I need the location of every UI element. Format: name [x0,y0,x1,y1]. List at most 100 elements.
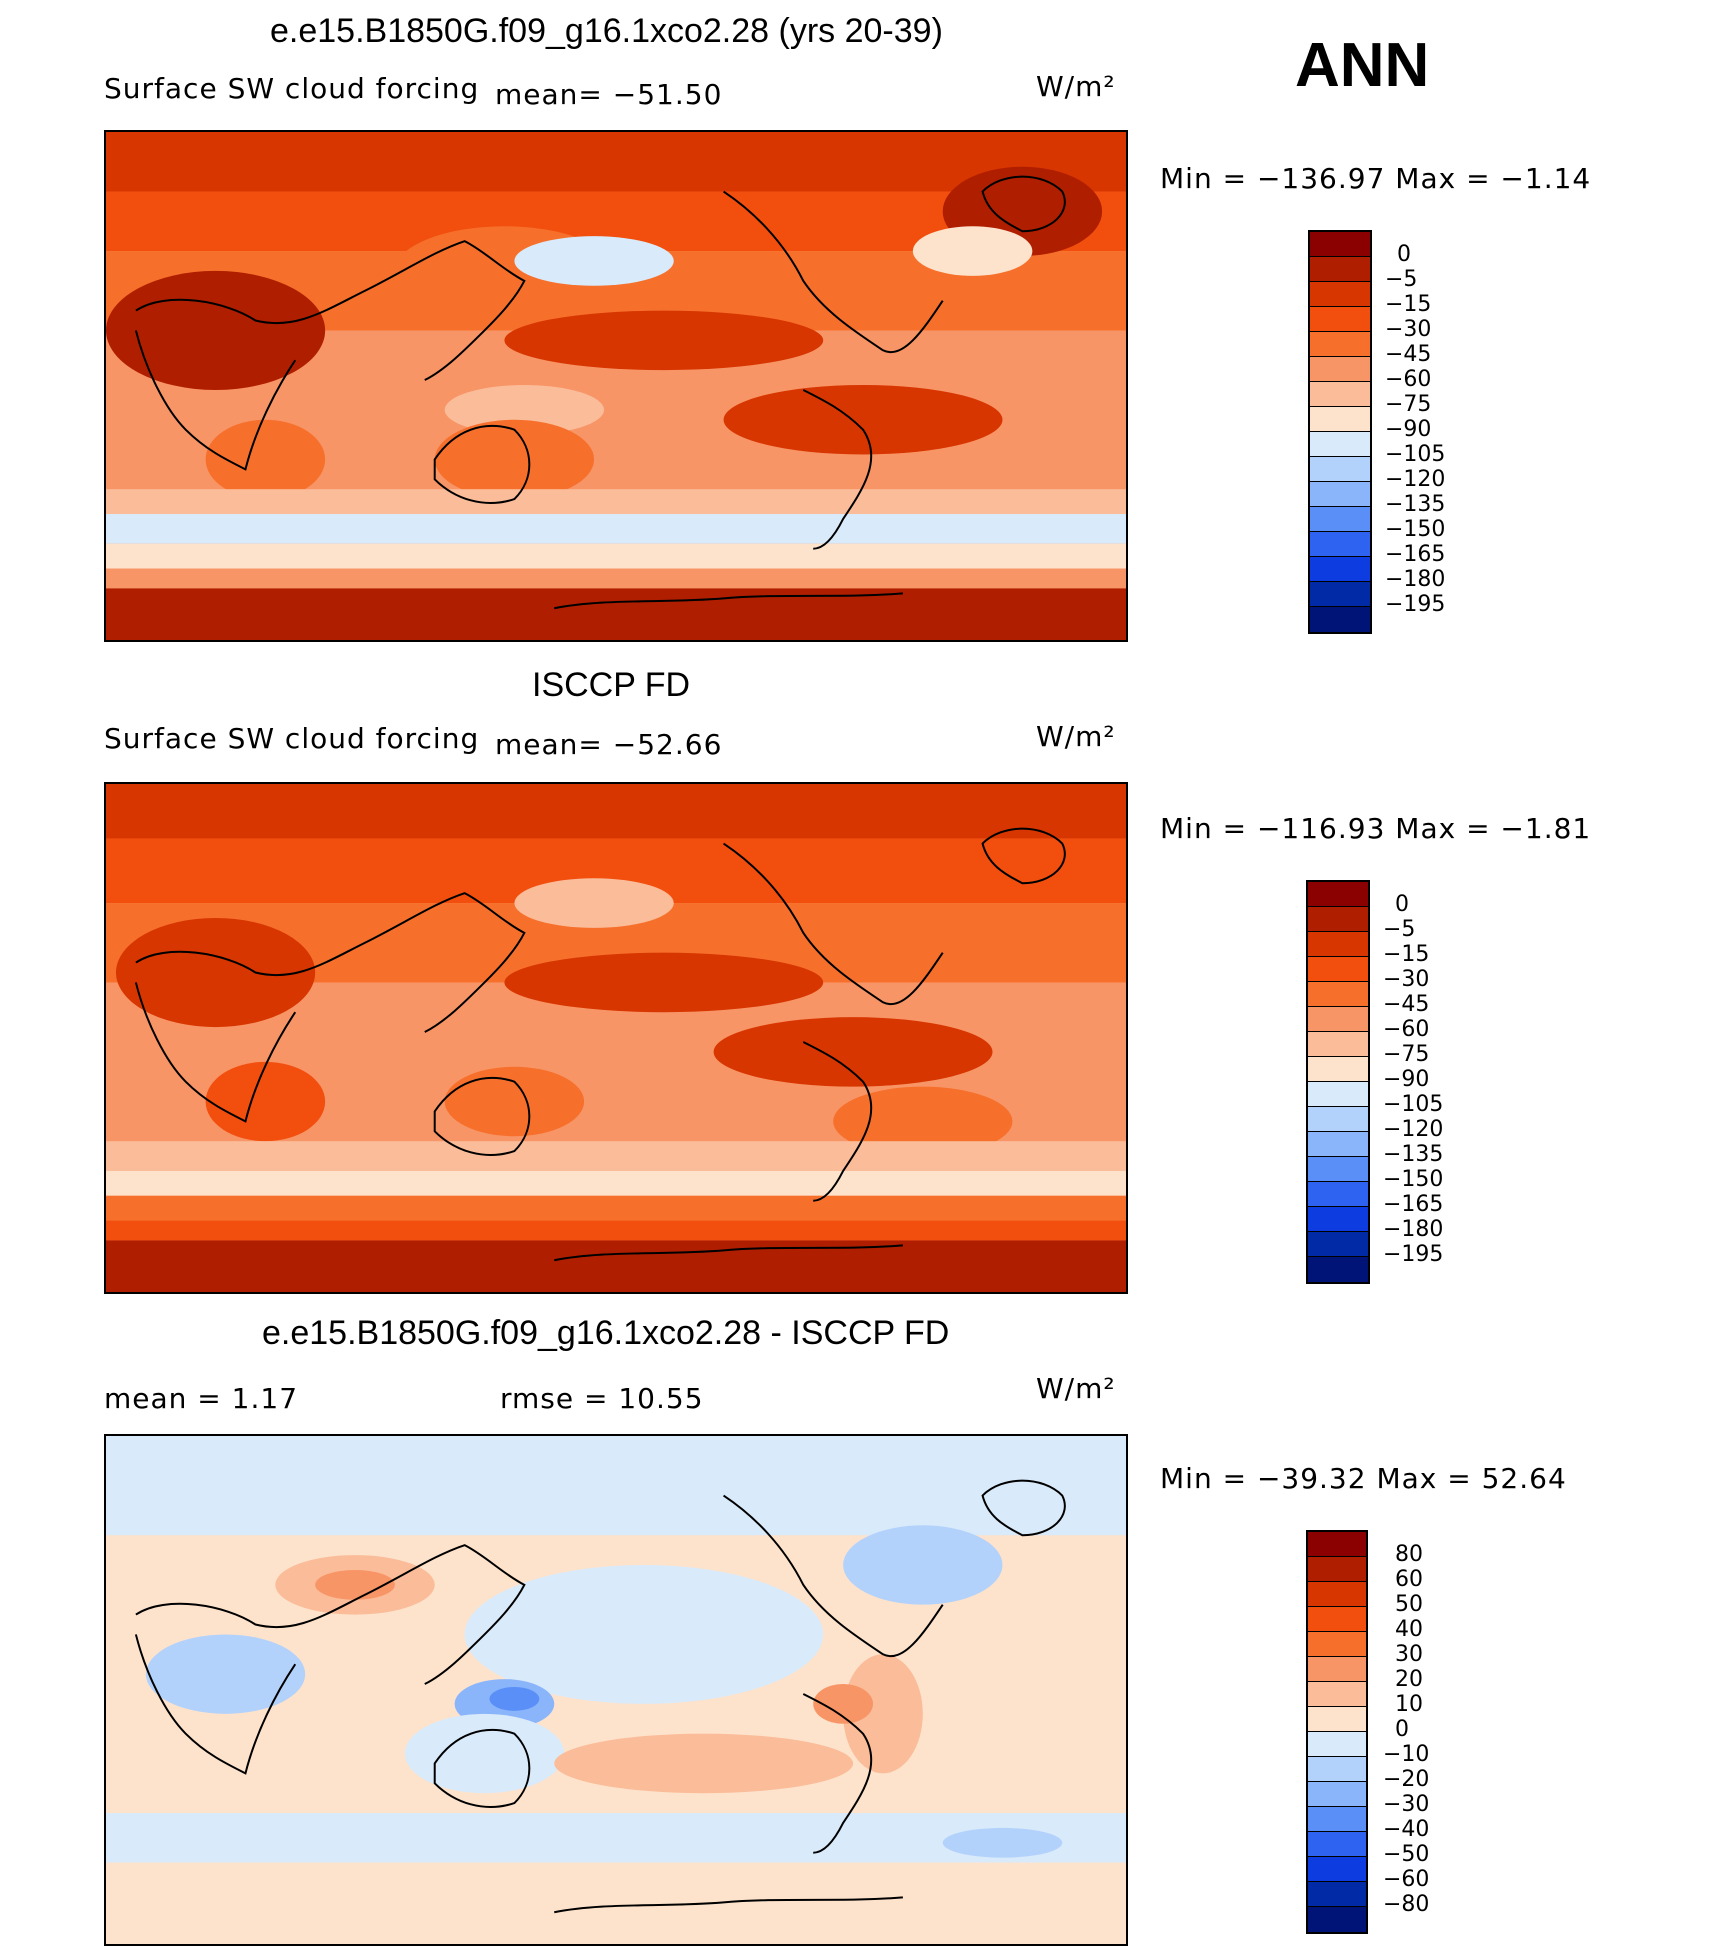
colorbar-cell [1310,607,1370,632]
colorbar-cell [1308,1157,1368,1182]
panel2-units: W/m² [1036,720,1116,753]
colorbar-tick-label: 20 [1395,1667,1423,1692]
colorbar-cell [1308,1582,1366,1607]
colorbar-tick-label: −165 [1383,1192,1444,1217]
panel3-rmse: rmse = 10.55 [500,1382,704,1415]
season-label: ANN [1295,31,1430,100]
panel1-title: e.e15.B1850G.f09_g16.1xco2.28 (yrs 20-39… [270,12,943,50]
colorbar-cell [1308,982,1368,1007]
colorbar-cell [1310,357,1370,382]
panel2-minmax: Min = −116.93 Max = −1.81 [1160,812,1592,845]
colorbar-tick-label: −30 [1383,1792,1430,1817]
colorbar-cell [1308,1782,1366,1807]
colorbar-tick-label: −75 [1385,392,1432,417]
colorbar-cell [1308,1107,1368,1132]
colorbar-cell [1308,1032,1368,1057]
colorbar-cell [1310,557,1370,582]
colorbar-tick-label: −120 [1383,1117,1444,1142]
colorbar-cell [1308,1707,1366,1732]
colorbar-tick-label: 0 [1397,242,1411,267]
colorbar-cell [1308,1657,1366,1682]
colorbar-tick-label: 50 [1395,1592,1423,1617]
colorbar-tick-label: −135 [1383,1142,1444,1167]
colorbar-tick-label: −195 [1383,1242,1444,1267]
panel1-variable: Surface SW cloud forcing [104,72,480,105]
panel3-minmax: Min = −39.32 Max = 52.64 [1160,1462,1567,1495]
colorbar-tick-label: 10 [1395,1692,1423,1717]
panel3-mean: mean = 1.17 [104,1382,299,1415]
colorbar-cell [1308,1232,1368,1257]
colorbar-cell [1310,457,1370,482]
panel2-mean: mean= −52.66 [495,728,723,761]
colorbar-tick-label: −60 [1383,1017,1430,1042]
colorbar-cell [1310,432,1370,457]
colorbar-tick-label: 40 [1395,1617,1423,1642]
colorbar-tick-label: −180 [1383,1217,1444,1242]
colorbar-cell [1308,1857,1366,1882]
colorbar-cell [1308,1082,1368,1107]
colorbar-tick-label: −165 [1385,542,1446,567]
colorbar-tick-label: −45 [1385,342,1432,367]
colorbar-cell [1310,257,1370,282]
colorbar-tick-label: −75 [1383,1042,1430,1067]
colorbar-tick-label: 60 [1395,1567,1423,1592]
colorbar-tick-label: −40 [1383,1817,1430,1842]
panel3-map [104,1434,1128,1946]
panel2-colorbar [1306,880,1370,1284]
colorbar-tick-label: −5 [1385,267,1418,292]
colorbar-cell [1308,957,1368,982]
colorbar-cell [1308,907,1368,932]
colorbar-cell [1308,1832,1366,1857]
colorbar-tick-label: −180 [1385,567,1446,592]
colorbar-cell [1310,307,1370,332]
colorbar-tick-label: −120 [1385,467,1446,492]
colorbar-tick-label: −60 [1383,1867,1430,1892]
colorbar-cell [1308,1532,1366,1557]
colorbar-cell [1308,1132,1368,1157]
panel1-mean: mean= −51.50 [495,78,723,111]
colorbar-cell [1310,582,1370,607]
colorbar-cell [1308,932,1368,957]
colorbar-tick-label: −50 [1383,1842,1430,1867]
colorbar-cell [1310,232,1370,257]
colorbar-cell [1308,1007,1368,1032]
colorbar-cell [1308,1732,1366,1757]
colorbar-cell [1310,507,1370,532]
colorbar-tick-label: −105 [1385,442,1446,467]
panel1-units: W/m² [1036,70,1116,103]
colorbar-cell [1308,1882,1366,1907]
colorbar-tick-label: −20 [1383,1767,1430,1792]
colorbar-tick-label: −80 [1383,1892,1430,1917]
colorbar-tick-label: −195 [1385,592,1446,617]
colorbar-tick-label: −15 [1383,942,1430,967]
colorbar-tick-label: −5 [1383,917,1416,942]
colorbar-tick-label: −90 [1385,417,1432,442]
colorbar-cell [1308,882,1368,907]
colorbar-cell [1308,1632,1366,1657]
colorbar-cell [1308,1182,1368,1207]
panel1-colorbar [1308,230,1372,634]
colorbar-cell [1310,532,1370,557]
colorbar-tick-label: −10 [1383,1742,1430,1767]
colorbar-cell [1308,1757,1366,1782]
panel1-minmax: Min = −136.97 Max = −1.14 [1160,162,1592,195]
colorbar-tick-label: −90 [1383,1067,1430,1092]
colorbar-cell [1308,1207,1368,1232]
colorbar-cell [1308,1607,1366,1632]
colorbar-tick-label: 0 [1395,1717,1409,1742]
colorbar-cell [1310,282,1370,307]
colorbar-tick-label: 0 [1395,892,1409,917]
panel3-title: e.e15.B1850G.f09_g16.1xco2.28 - ISCCP FD [262,1314,950,1352]
colorbar-tick-label: −60 [1385,367,1432,392]
panel2-map [104,782,1128,1294]
colorbar-cell [1308,1557,1366,1582]
colorbar-cell [1308,1907,1366,1932]
colorbar-cell [1308,1807,1366,1832]
panel3-colorbar [1306,1530,1368,1934]
colorbar-cell [1310,482,1370,507]
colorbar-cell [1310,382,1370,407]
colorbar-tick-label: −30 [1383,967,1430,992]
colorbar-tick-label: −45 [1383,992,1430,1017]
panel1-map [104,130,1128,642]
colorbar-cell [1308,1682,1366,1707]
